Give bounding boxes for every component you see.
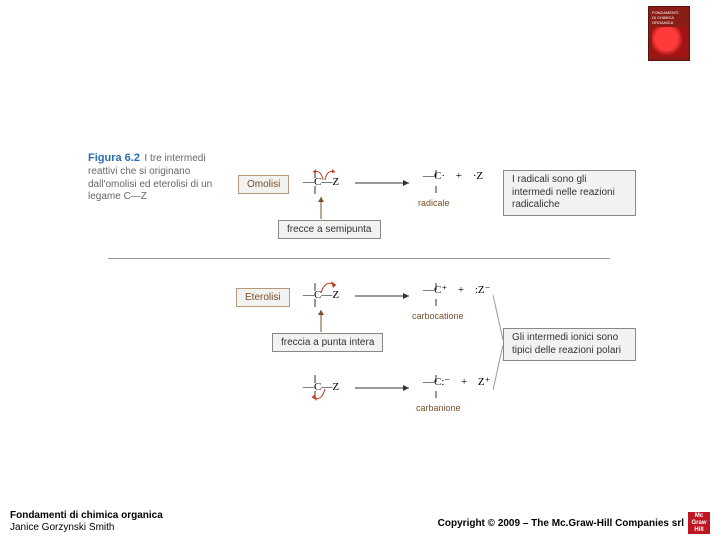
z-minus: :Z⁻ bbox=[475, 284, 491, 296]
omolisi-label: Omolisi bbox=[238, 175, 289, 194]
plus-1: + bbox=[456, 170, 462, 182]
eterolisi-reagent-2: —C—Z bbox=[303, 365, 349, 416]
figure-caption: Figura 6.2 I tre intermedi reattivi che … bbox=[88, 148, 223, 204]
omolisi-reagent-formula: —C—Z bbox=[303, 176, 339, 188]
eterolisi-products-1: —C⁺ + :Z⁻ bbox=[423, 283, 490, 296]
omolisi-reagent: —C—Z bbox=[303, 160, 349, 209]
book-cover-art bbox=[652, 27, 688, 57]
footer-author: Janice Gorzynski Smith bbox=[10, 522, 163, 534]
carbocatione-label: carbocatione bbox=[412, 311, 464, 321]
footer-left: Fondamenti di chimica organica Janice Go… bbox=[10, 510, 163, 534]
radicale-label: radicale bbox=[418, 198, 450, 208]
figure-caption-l2: reattivi che si originano bbox=[88, 166, 223, 179]
eterolisi-reagent-1: —C—Z bbox=[303, 273, 349, 322]
radicali-note-text: I radicali sono gli intermedi nelle reaz… bbox=[512, 174, 615, 210]
frecce-semipunta-label: frecce a semipunta bbox=[278, 220, 381, 239]
figure-number: Figura 6.2 bbox=[88, 152, 140, 164]
freccia-punta-intera-text: freccia a punta intera bbox=[281, 337, 374, 348]
section-divider bbox=[108, 258, 610, 259]
footer-copyright: Copyright © 2009 – The Mc.Graw-Hill Comp… bbox=[438, 518, 684, 529]
bracket-lines bbox=[493, 290, 507, 400]
slide-footer: Fondamenti di chimica organica Janice Go… bbox=[0, 510, 720, 534]
book-cover-line3: ORGANICA bbox=[652, 20, 686, 25]
ionici-note-text: Gli intermedi ionici sono tipici delle r… bbox=[512, 332, 621, 356]
footer-book-title: Fondamenti di chimica organica bbox=[10, 510, 163, 522]
frecce-semipunta-text: frecce a semipunta bbox=[287, 224, 372, 235]
ionici-note-box: Gli intermedi ionici sono tipici delle r… bbox=[503, 328, 636, 361]
figure-caption-l3: dall'omolisi ed eterolisi di un bbox=[88, 179, 223, 192]
radicali-note-box: I radicali sono gli intermedi nelle reaz… bbox=[503, 170, 636, 216]
z-plus: Z⁺ bbox=[478, 376, 491, 388]
omolisi-products: —C· + ·Z bbox=[423, 170, 483, 182]
figure-caption-l1: I tre intermedi bbox=[144, 153, 205, 164]
plus-2: + bbox=[458, 284, 464, 296]
eterolisi-reagent1-formula: —C—Z bbox=[303, 289, 339, 301]
reaction-arrow-eterolisi-1 bbox=[355, 291, 415, 301]
footer-right: Copyright © 2009 – The Mc.Graw-Hill Comp… bbox=[438, 512, 710, 534]
pointer-up-1 bbox=[316, 197, 326, 221]
figure-caption-l4: legame C—Z bbox=[88, 191, 223, 204]
carbanione-label: carbanione bbox=[416, 403, 461, 413]
book-cover-thumbnail: FONDAMENTI DI CHIMICA ORGANICA bbox=[648, 6, 690, 61]
mcgraw-hill-logo: McGrawHill bbox=[688, 512, 710, 534]
eterolisi-reagent2-formula: —C—Z bbox=[303, 381, 339, 393]
carbon-ticks2-icon bbox=[427, 281, 447, 311]
carbon-ticks3-icon bbox=[427, 373, 447, 403]
eterolisi-label: Eterolisi bbox=[236, 288, 290, 307]
eterolisi-products-2: —C:⁻ + Z⁺ bbox=[423, 375, 490, 388]
eterolisi-label-text: Eterolisi bbox=[245, 292, 281, 303]
reaction-arrow-eterolisi-2 bbox=[355, 383, 415, 393]
c-radical: —C· bbox=[423, 170, 445, 182]
z-radical: ·Z bbox=[473, 170, 483, 182]
freccia-punta-intera-label: freccia a punta intera bbox=[272, 333, 383, 352]
omolisi-label-text: Omolisi bbox=[247, 179, 280, 190]
plus-3: + bbox=[461, 376, 467, 388]
pointer-up-2 bbox=[316, 310, 326, 334]
reaction-arrow-omolisi bbox=[355, 178, 415, 188]
